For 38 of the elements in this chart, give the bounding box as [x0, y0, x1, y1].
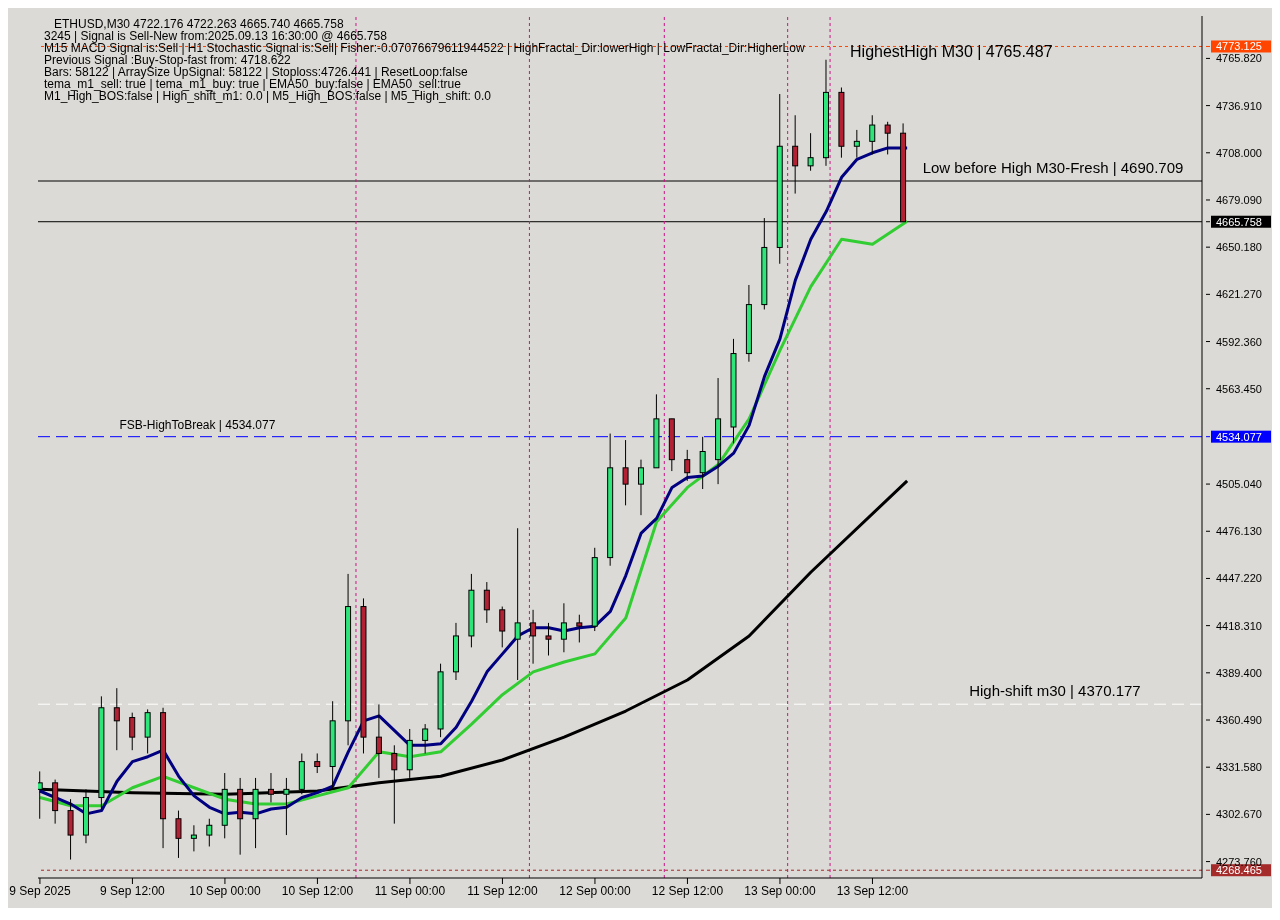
x-tick-label: 9 Sep 2025 — [9, 883, 71, 898]
y-tick-label: 4773.125 — [1216, 40, 1262, 53]
y-tick-label: 4476.130 — [1216, 525, 1262, 538]
y-tick-label: 4331.580 — [1216, 761, 1262, 774]
y-tick-label: 4665.758 — [1216, 215, 1262, 228]
x-tick-label: 12 Sep 00:00 — [559, 883, 631, 898]
y-tick-label: 4708.000 — [1216, 146, 1262, 159]
annotation: M15 MACD Signal is:Sell | H1 Stochastic Signal is:Sell| Fisher:-0.07076679611944522 | HighFractal_Dir:lowerHigh | LowFractal_Dir:HigherLow — [44, 41, 805, 55]
x-tick-label: 9 Sep 12:00 — [100, 883, 166, 898]
y-tick-label: 4447.220 — [1216, 572, 1262, 585]
annotation: HighestHigh M30 | 4765.487 — [850, 42, 1053, 60]
y-tick-label: 4563.450 — [1216, 382, 1262, 395]
y-tick-label: 4505.040 — [1216, 478, 1262, 491]
y-tick-label: 4418.310 — [1216, 619, 1262, 632]
y-tick-label: 4360.490 — [1216, 714, 1262, 727]
x-tick-label: 11 Sep 12:00 — [467, 883, 539, 898]
x-tick-label: 10 Sep 00:00 — [189, 883, 261, 898]
y-tick-label: 4650.180 — [1216, 241, 1262, 254]
ref-line-label: FSB-HighToBreak | 4534.077 — [119, 417, 276, 432]
ref-line-label: Low before High M30-Fresh | 4690.709 — [922, 159, 1184, 177]
y-tick-label: 4592.360 — [1216, 335, 1262, 348]
x-tick-label: 12 Sep 12:00 — [651, 883, 724, 898]
y-tick-label: 4765.820 — [1216, 52, 1262, 65]
y-tick-label: 4621.270 — [1216, 288, 1262, 301]
annotation: Previous Signal :Buy-Stop-fast from: 4718.622 — [44, 53, 291, 67]
y-tick-label: 4736.910 — [1216, 99, 1262, 112]
annotation: Bars: 58122 | ArraySize UpSignal: 58122 | Stoploss:4726.441 | ResetLoop:false — [44, 65, 469, 79]
annotation: 3245 | Signal is Sell-New from:2025.09.13 16:30:00 @ 4665.758 — [44, 29, 387, 43]
y-tick-label: 4302.670 — [1216, 808, 1262, 821]
y-tick-label: 4534.077 — [1216, 430, 1262, 443]
x-tick-label: 13 Sep 00:00 — [744, 883, 816, 898]
y-tick-label: 4679.090 — [1216, 193, 1262, 206]
chart-title: ETHUSD,M30 4722.176 4722.263 4665.740 4665.758 — [53, 17, 345, 31]
y-tick-label: 4389.400 — [1216, 666, 1262, 679]
x-tick-label: 13 Sep 12:00 — [836, 883, 909, 898]
x-tick-label: 10 Sep 12:00 — [281, 883, 354, 898]
ref-line-label: High-shift m30 | 4370.177 — [969, 682, 1141, 700]
x-tick-label: 11 Sep 00:00 — [374, 883, 446, 898]
